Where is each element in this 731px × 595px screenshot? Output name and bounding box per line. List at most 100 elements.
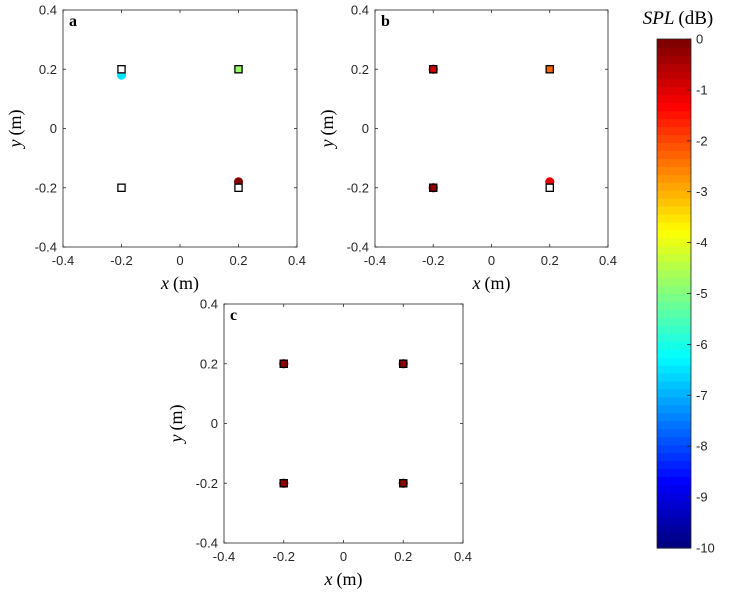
colorbar-segment [657, 182, 691, 191]
x-tick-label: 0.4 [454, 549, 472, 564]
y-axis-unit: (m) [166, 405, 187, 431]
axes-box [374, 9, 609, 248]
x-tick-label: -0.2 [110, 253, 132, 268]
y-tick-label: 0 [211, 416, 218, 431]
panel-label: b [381, 13, 390, 30]
x-tick-label: -0.4 [52, 253, 74, 268]
colorbar-segment [657, 404, 691, 414]
colorbar-segment [657, 516, 691, 525]
x-axis-unit: (m) [337, 569, 363, 590]
colorbar-segment [657, 357, 691, 366]
target-marker [398, 478, 408, 488]
colorbar-segment [657, 396, 691, 406]
colorbar-segment [657, 174, 691, 183]
x-axis-label: x (m) [472, 273, 511, 294]
colorbar-segment [657, 46, 691, 56]
y-tick-label: 0.2 [39, 62, 57, 77]
colorbar-segment [657, 198, 691, 207]
y-axis-label: y (m) [166, 405, 187, 445]
colorbar-tick-label: -2 [696, 133, 708, 148]
colorbar-tick-label: -1 [696, 82, 708, 97]
y-tick-label: 0.4 [351, 3, 369, 18]
colorbar-tick-label: -4 [696, 235, 708, 250]
target-marker [545, 183, 555, 192]
colorbar-segment [657, 158, 691, 167]
colorbar-segment [657, 388, 691, 398]
y-tick-label: -0.4 [196, 536, 218, 551]
x-tick-label: 0 [488, 253, 495, 268]
colorbar-segment [657, 452, 691, 462]
x-axis-symbol: x [160, 273, 169, 293]
x-tick-label: -0.4 [364, 253, 386, 268]
colorbar-tick-label: -5 [696, 286, 708, 301]
target-marker [428, 183, 438, 192]
y-tick-label: -0.2 [35, 180, 57, 195]
colorbar: 0 -1 -2 -3 -4 -5 -6 -7 -8 -9 -10 SPL (dB) [643, 8, 715, 556]
colorbar-segment [657, 460, 691, 470]
colorbar-segment [657, 420, 691, 430]
colorbar-segment [657, 277, 691, 287]
y-tick-label: 0.4 [200, 297, 218, 312]
panel-a: -0.4 -0.2 0 0.2 0.4-0.4-0.200.20.4ax (m)y(m) [5, 3, 306, 295]
colorbar-segment [657, 70, 691, 80]
colorbar-segment [657, 269, 691, 279]
colorbar-segment [657, 150, 691, 159]
colorbar-segment [657, 118, 691, 128]
y-axis-label: y (m) [317, 110, 338, 150]
target-marker [545, 65, 555, 74]
colorbar-segment [657, 333, 691, 342]
colorbar-segment [657, 476, 691, 485]
y-axis-unit: (m) [317, 110, 338, 136]
x-axis-label: x (m) [324, 569, 363, 590]
colorbar-segment [657, 380, 691, 390]
colorbar-segment [657, 54, 691, 64]
x-tick-label: 0.2 [394, 549, 412, 564]
colorbar-tick-label: -10 [696, 541, 715, 556]
y-tick-label: 0.2 [351, 62, 369, 77]
colorbar-segment [657, 206, 691, 215]
x-axis-symbol: x [472, 273, 481, 293]
colorbar-segment [657, 500, 691, 509]
colorbar-segment [657, 293, 691, 303]
colorbar-segment [657, 126, 691, 136]
colorbar-segment [657, 412, 691, 422]
axes-box [223, 303, 464, 544]
colorbar-segment [657, 341, 691, 350]
colorbar-segment [657, 428, 691, 438]
colorbar-tick-label: 0 [696, 32, 703, 47]
y-axis-unit: (m) [5, 110, 26, 136]
colorbar-segment [657, 540, 691, 549]
colorbar-segment [657, 524, 691, 533]
x-tick-label: 0.2 [541, 253, 559, 268]
colorbar-tick-label: -7 [696, 388, 708, 403]
colorbar-segment [657, 365, 691, 374]
y-tick-label: 0 [50, 121, 57, 136]
y-tick-label: -0.4 [35, 240, 57, 255]
y-tick-label: 0.2 [200, 356, 218, 371]
y-tick-label: -0.2 [347, 180, 369, 195]
colorbar-segment [657, 237, 691, 247]
colorbar-segment [657, 532, 691, 541]
colorbar-title-unit: (dB) [678, 8, 713, 29]
colorbar-segment [657, 86, 691, 96]
x-axis-symbol: x [324, 569, 333, 589]
colorbar-title: SPL (dB) [643, 8, 714, 29]
target-marker [117, 65, 126, 74]
y-tick-label: 0.4 [39, 3, 57, 18]
y-axis-symbol: y [317, 140, 337, 150]
colorbar-segment [657, 508, 691, 517]
x-axis-unit: (m) [485, 273, 511, 294]
colorbar-segment [657, 325, 691, 334]
colorbar-segment [657, 110, 691, 120]
colorbar-segment [657, 134, 691, 143]
panel-label: c [230, 307, 237, 324]
colorbar-segment [657, 317, 691, 326]
x-tick-label: 0 [340, 549, 347, 564]
colorbar-segment [657, 309, 691, 318]
colorbar-segment [657, 190, 691, 199]
colorbar-segment [657, 301, 691, 311]
y-axis-symbol: y [166, 435, 186, 445]
x-axis-label: x (m) [160, 273, 199, 294]
colorbar-segment [657, 78, 691, 88]
